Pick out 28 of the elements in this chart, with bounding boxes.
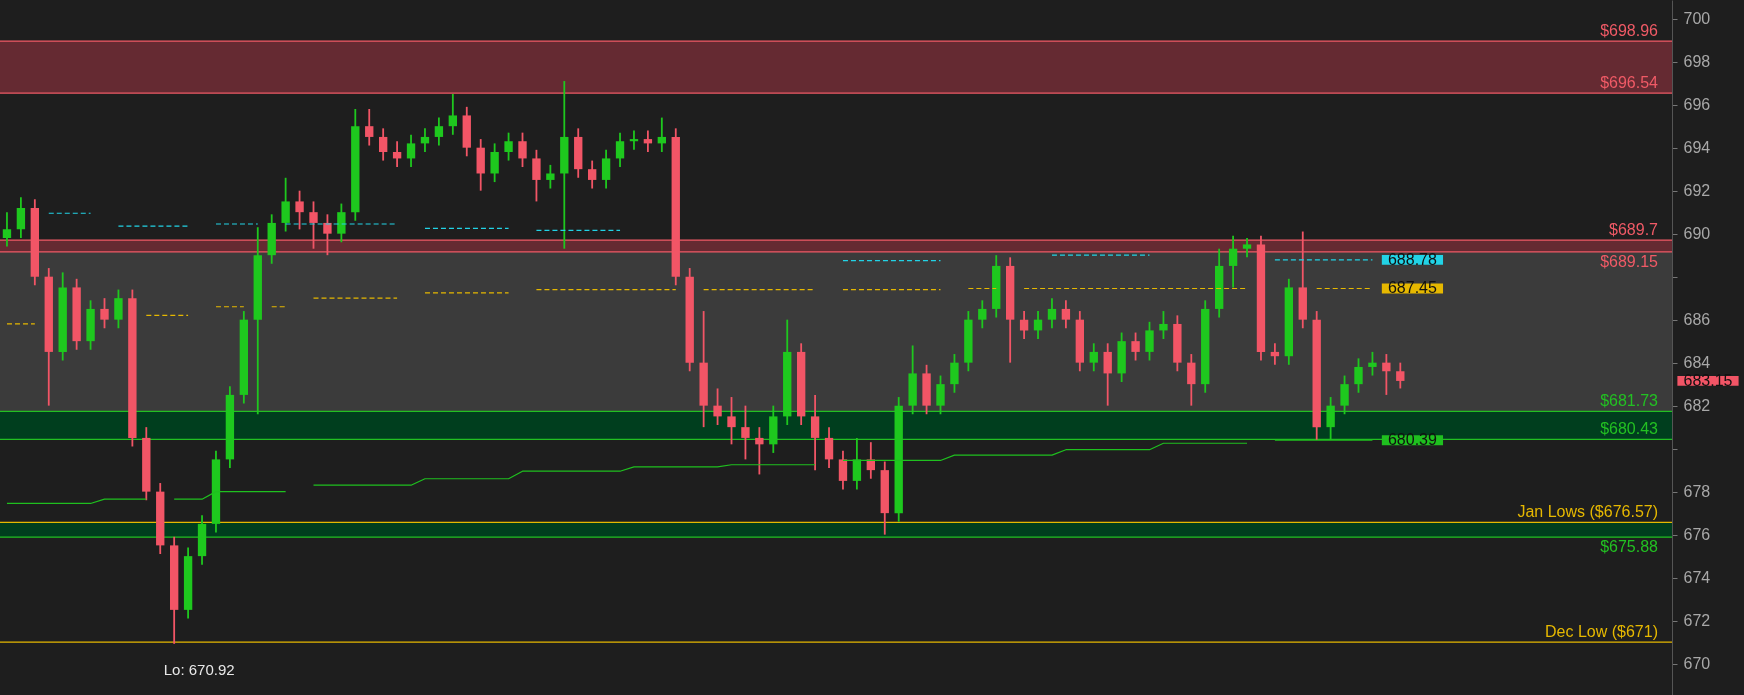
text: 683.15 bbox=[1683, 371, 1733, 389]
ref-line-label: Jan Lows ($676.57) bbox=[1517, 503, 1658, 521]
y-tick-label: 690 bbox=[1683, 225, 1711, 243]
ref-line-label: $675.88 bbox=[1600, 538, 1659, 556]
y-tick-label: 676 bbox=[1683, 526, 1711, 544]
y-tick-label: 696 bbox=[1683, 96, 1711, 114]
ref-line-label: $680.43 bbox=[1600, 420, 1659, 438]
y-tick-label: 694 bbox=[1683, 139, 1711, 157]
data-label: 688.78 bbox=[1387, 250, 1437, 268]
y-tick-label: 678 bbox=[1683, 483, 1711, 501]
ref-line-label: $696.54 bbox=[1600, 74, 1659, 92]
ref-line-label: $689.15 bbox=[1600, 252, 1659, 270]
annotation: Lo: 670.92 bbox=[163, 660, 235, 678]
ref-line-label: $698.96 bbox=[1600, 22, 1659, 40]
y-tick-label: 672 bbox=[1683, 612, 1711, 630]
y-tick-label: 698 bbox=[1683, 53, 1711, 71]
ref-line-label: Dec Low ($671) bbox=[1545, 623, 1658, 641]
ref-line-label: $681.73 bbox=[1600, 392, 1659, 410]
y-tick-label: 686 bbox=[1683, 311, 1711, 329]
y-tick-label: 682 bbox=[1683, 397, 1711, 415]
y-tick-label: 670 bbox=[1683, 655, 1711, 673]
y-tick-label: 684 bbox=[1683, 354, 1711, 372]
ref-line-label: $689.7 bbox=[1609, 221, 1659, 239]
y-tick-label: 692 bbox=[1683, 182, 1711, 200]
y-tick-label: 674 bbox=[1683, 569, 1711, 587]
data-label: 687.45 bbox=[1387, 279, 1437, 297]
data-label: 680.39 bbox=[1387, 431, 1437, 449]
y-tick-label: 700 bbox=[1683, 10, 1711, 28]
